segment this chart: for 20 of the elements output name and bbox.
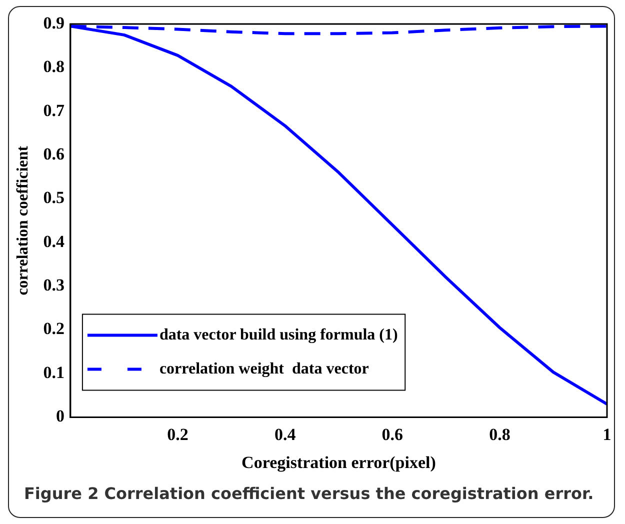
y-tick-label: 0 (56, 406, 64, 426)
x-tick-label: 0.8 (489, 424, 510, 444)
y-tick-label: 0.7 (43, 100, 65, 120)
y-tick-label: 0.2 (43, 319, 64, 338)
caption: Figure 2 Correlation coefficient versus the coregistration error. (24, 484, 594, 503)
y-axis-title: correlation coefficient (14, 145, 32, 296)
x-tick-label: 0.4 (274, 424, 296, 444)
y-tick-label: 0.1 (43, 362, 64, 382)
x-tick-label: 0.6 (382, 424, 404, 444)
y-tick-label: 0.5 (43, 188, 64, 208)
x-tick-label: 0.2 (167, 424, 188, 444)
y-tick-label: 0.8 (43, 57, 64, 76)
x-tick-label: 1 (602, 424, 612, 444)
legend-label: correlation weight data vector (159, 360, 369, 378)
x-axis-title: Coregistration error(pixel) (242, 453, 436, 472)
y-tick-label: 0.4 (43, 232, 65, 251)
legend-label: data vector build using formula (1) (159, 326, 398, 344)
y-tick-label: 0.9 (43, 13, 64, 32)
y-tick-label: 0.3 (43, 276, 64, 295)
y-tick-label: 0.6 (43, 144, 64, 164)
